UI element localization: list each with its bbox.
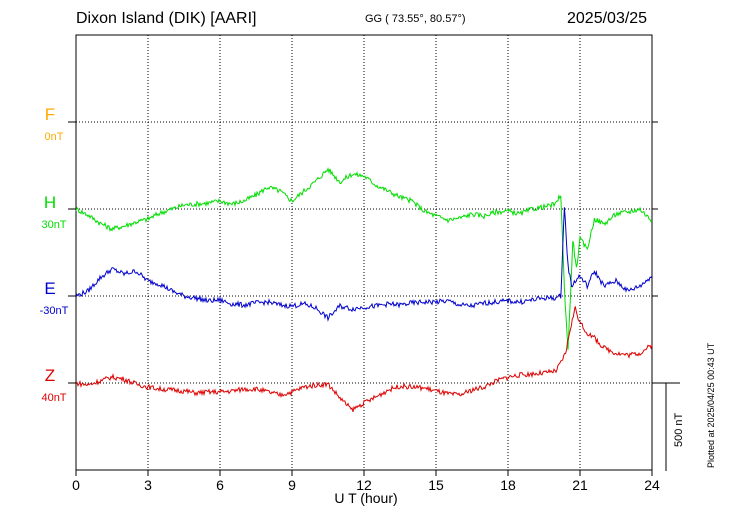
station-coordinates: GG ( 73.55°, 80.57°) — [365, 13, 466, 25]
scale-bar-label: 500 nT — [673, 412, 685, 447]
channel-letter: H — [44, 193, 56, 212]
x-tick-label: 24 — [644, 477, 660, 493]
x-tick-label: 0 — [72, 477, 80, 493]
x-tick-label: 15 — [428, 477, 444, 493]
grid-lines — [76, 35, 652, 470]
chart-date: 2025/03/25 — [567, 10, 648, 27]
series-line-e — [75, 207, 653, 322]
plot-timestamp-note: Plotted at 2025/04/25 00:43 UT — [706, 342, 716, 468]
series-lines — [75, 166, 653, 413]
x-tick-label: 18 — [500, 477, 516, 493]
series-line-h — [75, 166, 653, 350]
channel-letter: F — [45, 105, 55, 124]
x-tick-label: 21 — [572, 477, 588, 493]
x-axis-ticks: 0 3 6 9 12 15 18 21 24 — [72, 470, 660, 493]
x-axis-label: U T (hour) — [334, 490, 397, 506]
channel-offset: 30nT — [41, 219, 66, 231]
channel-letter: Z — [45, 366, 55, 385]
x-tick-label: 12 — [356, 477, 372, 493]
x-tick-label: 6 — [216, 477, 224, 493]
series-line-z — [75, 306, 653, 413]
station-title: Dixon Island (DIK) [AARI] — [76, 10, 257, 27]
x-tick-label: 3 — [144, 477, 152, 493]
channel-offset: 0nT — [45, 131, 64, 143]
channel-offset: -30nT — [40, 305, 69, 317]
scale-bar: 500 nT — [652, 382, 685, 471]
channel-offset: 40nT — [41, 392, 66, 404]
channel-letter: E — [44, 279, 55, 298]
channel-labels: F 0nT H 30nT E -30nT Z 40nT — [40, 105, 69, 404]
x-tick-label: 9 — [288, 477, 296, 493]
